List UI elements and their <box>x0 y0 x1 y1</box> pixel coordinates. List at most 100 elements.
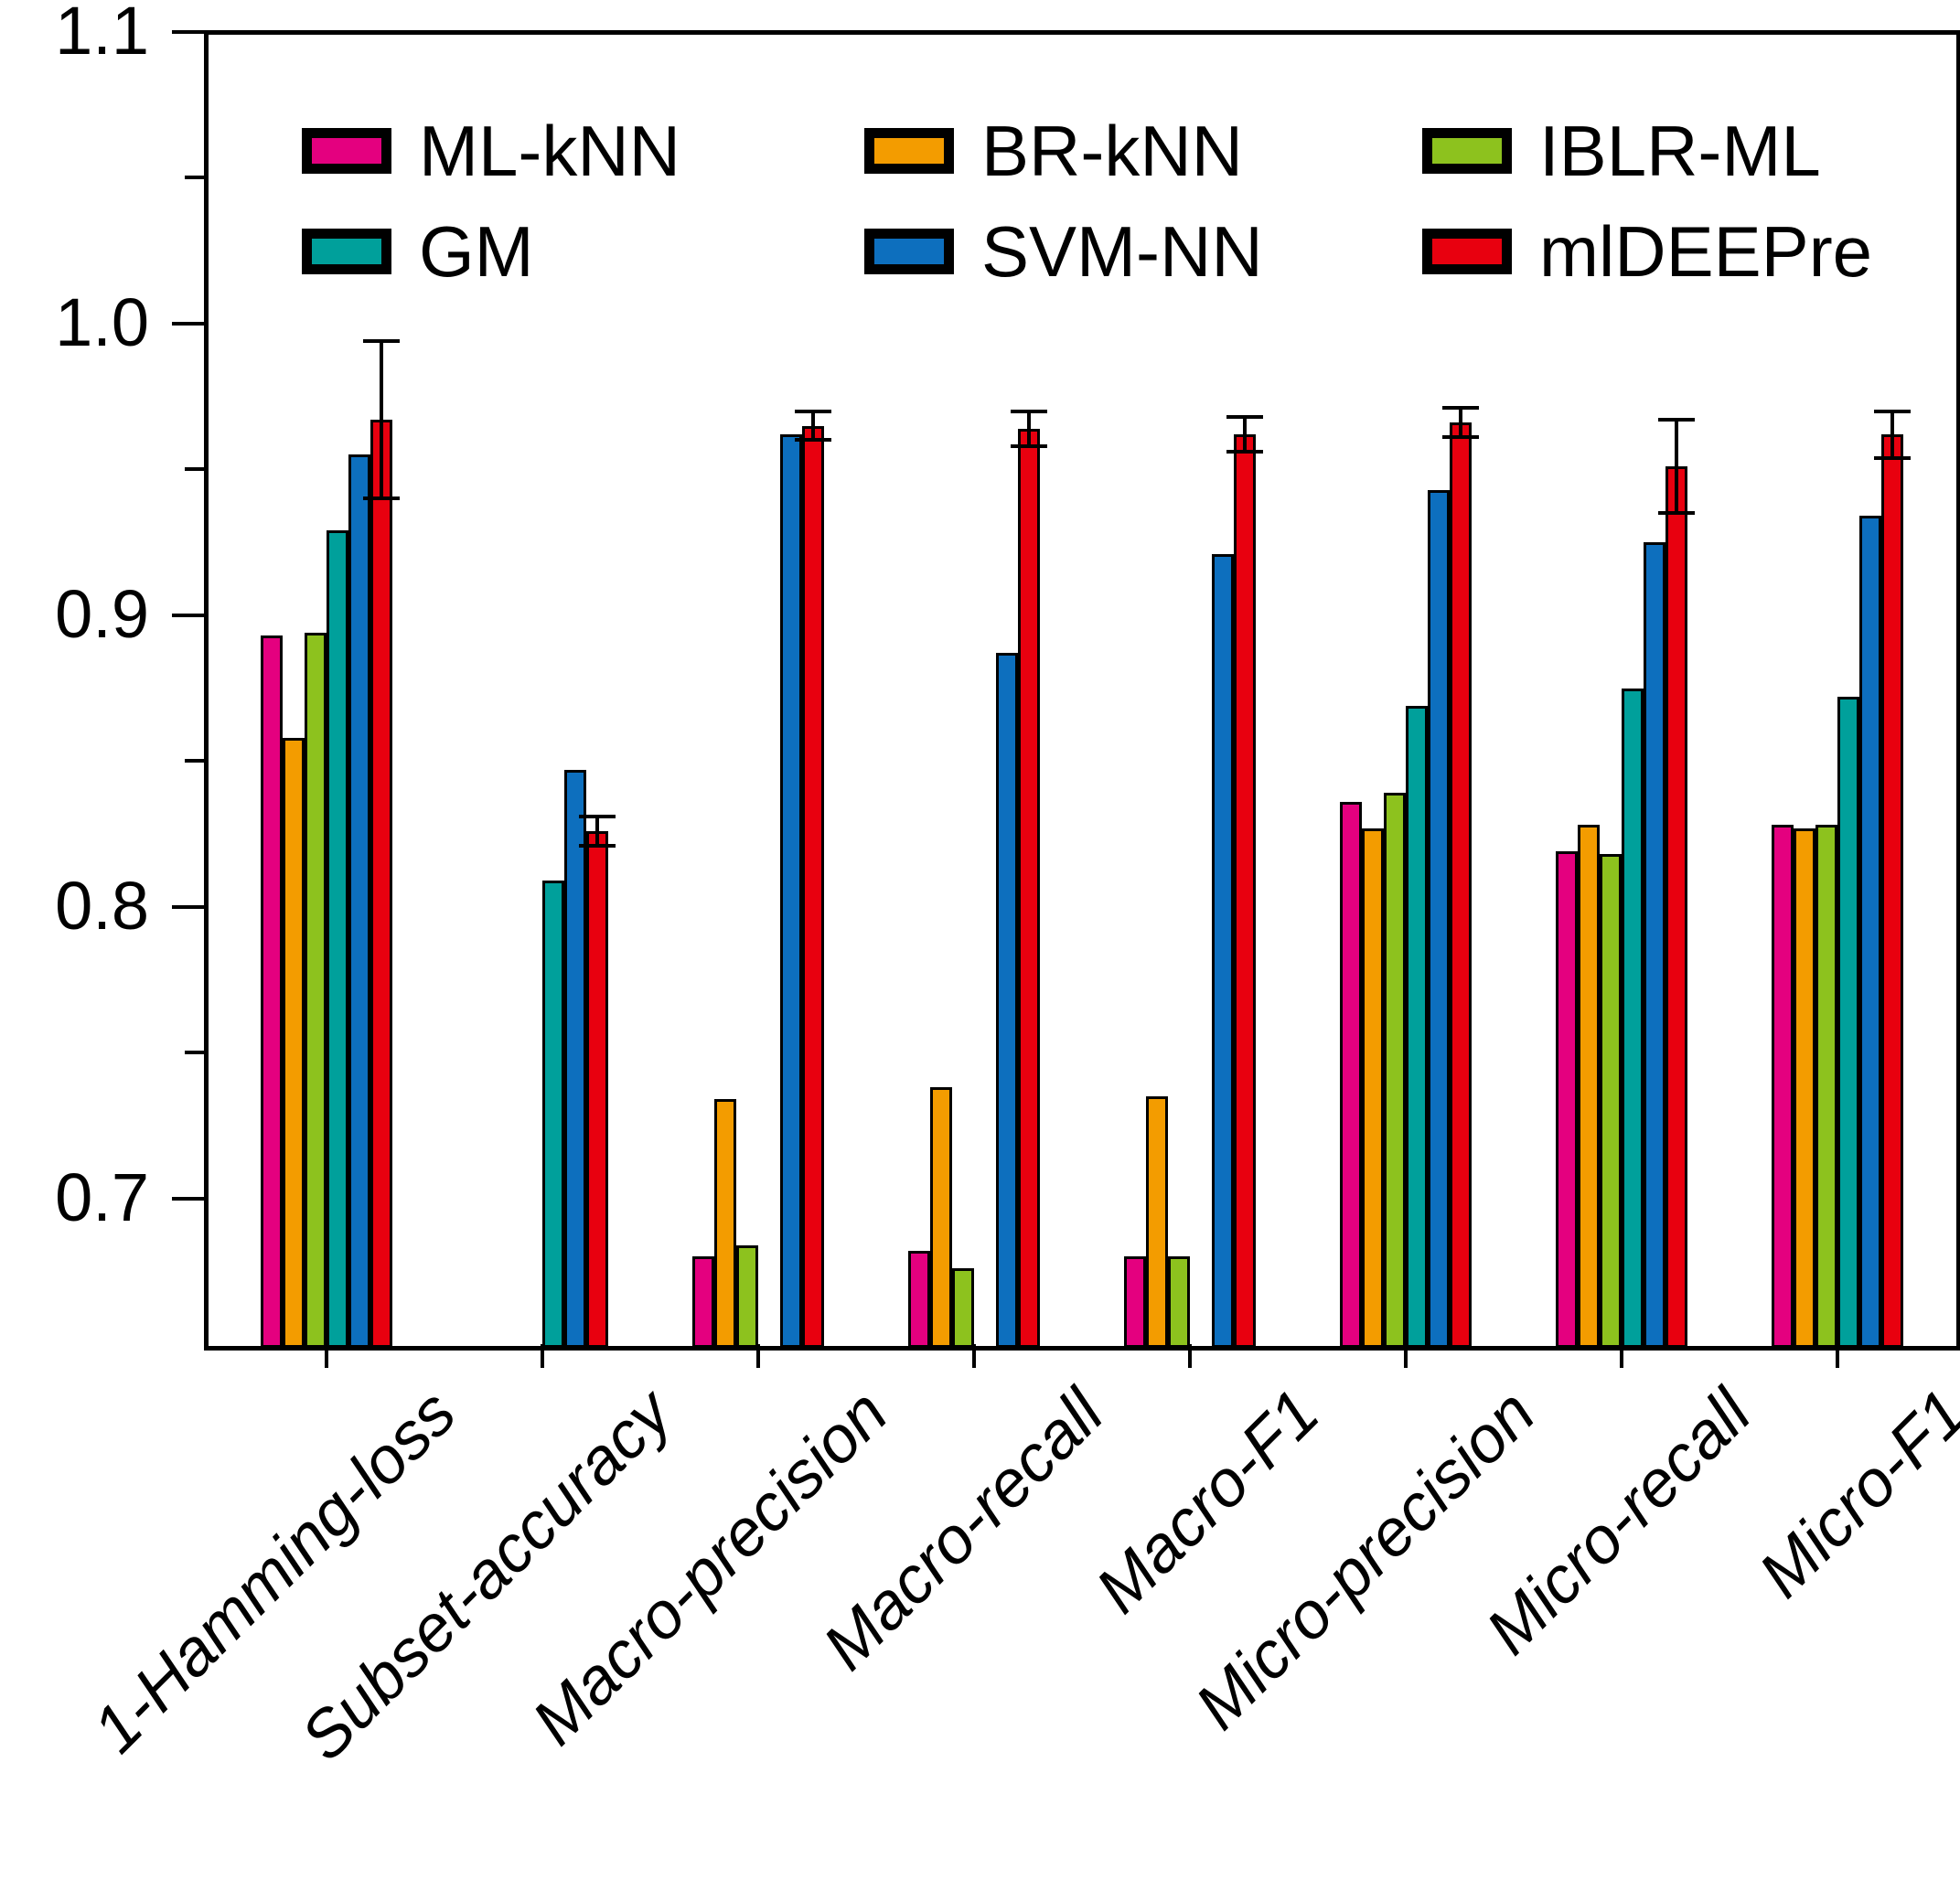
legend-swatch-GM <box>302 229 391 274</box>
bar-mlDEEPre-1-Hamming-loss <box>370 420 392 1348</box>
y-axis-minor-tick <box>185 1051 209 1055</box>
bar-SVM-NN-1-Hamming-loss <box>348 454 370 1348</box>
legend-label-ML-kNN: ML-kNN <box>419 111 680 191</box>
bar-mlDEEPre-Macro-recall <box>1018 428 1040 1348</box>
error-bar-line <box>1243 416 1247 453</box>
error-bar-cap-top <box>1874 409 1911 413</box>
bar-GM-Micro-F1 <box>1837 697 1859 1348</box>
x-axis-label-Micro-F1: Micro-F1 <box>1745 1376 1960 1612</box>
bar-IBLR-ML-Micro-F1 <box>1815 825 1837 1348</box>
x-axis-tick <box>541 1344 544 1368</box>
x-axis-label-Subset-accuracy: Subset-accuracy <box>286 1376 686 1775</box>
error-bar-cap-bottom <box>795 438 831 443</box>
legend-label-GM: GM <box>419 211 534 292</box>
bar-IBLR-ML-Macro-recall <box>952 1268 974 1348</box>
y-axis-major-tick <box>172 321 209 326</box>
error-bar-line <box>380 341 383 499</box>
bar-BR-kNN-Micro-precision <box>1362 828 1384 1348</box>
bar-ML-kNN-Macro-F1 <box>1124 1256 1146 1348</box>
bar-BR-kNN-Macro-recall <box>930 1087 952 1348</box>
y-axis-tick-label: 0.9 <box>55 575 149 652</box>
bar-ML-kNN-Macro-precision <box>692 1256 714 1348</box>
error-bar-line <box>1459 408 1462 438</box>
error-bar-cap-top <box>795 409 831 413</box>
bar-GM-Micro-recall <box>1622 688 1644 1348</box>
bar-mlDEEPre-Micro-F1 <box>1881 434 1903 1348</box>
x-axis-tick <box>1404 1344 1408 1368</box>
bar-IBLR-ML-Micro-precision <box>1384 793 1406 1348</box>
legend-label-mlDEEPre: mlDEEPre <box>1539 211 1873 292</box>
bar-SVM-NN-Micro-recall <box>1644 542 1665 1348</box>
bar-SVM-NN-Subset-accuracy <box>564 769 586 1348</box>
bar-BR-kNN-Macro-F1 <box>1146 1095 1168 1348</box>
legend-label-IBLR-ML: IBLR-ML <box>1539 111 1821 191</box>
y-axis-tick-label: 1.0 <box>55 283 149 360</box>
bar-mlDEEPre-Macro-F1 <box>1234 434 1256 1348</box>
error-bar-line <box>1890 411 1894 458</box>
x-axis-tick <box>1188 1344 1192 1368</box>
y-axis-major-tick <box>172 30 209 34</box>
bar-SVM-NN-Macro-precision <box>780 434 802 1348</box>
bar-mlDEEPre-Micro-precision <box>1450 422 1472 1348</box>
y-axis-minor-tick <box>185 176 209 180</box>
x-axis-tick <box>1620 1344 1623 1368</box>
bar-ML-kNN-1-Hamming-loss <box>261 635 283 1348</box>
x-axis-tick <box>325 1344 328 1368</box>
legend-label-BR-kNN: BR-kNN <box>981 111 1243 191</box>
error-bar-cap-top <box>1658 418 1695 422</box>
bar-mlDEEPre-Micro-recall <box>1665 466 1687 1348</box>
error-bar-cap-bottom <box>363 497 400 501</box>
bar-BR-kNN-Micro-F1 <box>1794 828 1815 1348</box>
error-bar-line <box>1675 420 1678 514</box>
x-axis-label-1-Hamming-loss: 1-Hamming-loss <box>79 1376 470 1767</box>
error-bar-line <box>1027 411 1031 446</box>
error-bar-cap-top <box>579 814 616 818</box>
error-bar-cap-top <box>1442 406 1479 411</box>
legend-swatch-IBLR-ML <box>1422 128 1512 174</box>
bar-BR-kNN-Micro-recall <box>1578 825 1600 1348</box>
bar-ML-kNN-Macro-recall <box>908 1250 930 1348</box>
bar-SVM-NN-Micro-precision <box>1428 489 1450 1348</box>
bar-ML-kNN-Micro-F1 <box>1772 825 1794 1348</box>
error-bar-cap-top <box>1011 409 1047 413</box>
bar-SVM-NN-Macro-F1 <box>1212 553 1234 1348</box>
legend-swatch-ML-kNN <box>302 128 391 174</box>
legend-swatch-SVM-NN <box>864 229 954 274</box>
error-bar-cap-bottom <box>1226 450 1263 454</box>
bar-GM-Micro-precision <box>1406 705 1428 1348</box>
bar-IBLR-ML-Micro-recall <box>1600 854 1622 1348</box>
y-axis-minor-tick <box>185 759 209 763</box>
bar-SVM-NN-Macro-recall <box>996 653 1018 1348</box>
error-bar-line <box>595 816 599 846</box>
bar-GM-1-Hamming-loss <box>327 530 348 1348</box>
error-bar-cap-bottom <box>1011 443 1047 448</box>
y-axis-minor-tick <box>185 467 209 472</box>
y-axis-tick-label: 0.7 <box>55 1159 149 1235</box>
legend-swatch-BR-kNN <box>864 128 954 174</box>
bar-GM-Subset-accuracy <box>542 880 564 1348</box>
bar-BR-kNN-Macro-precision <box>714 1099 736 1348</box>
y-axis-major-tick <box>172 1196 209 1201</box>
error-bar-line <box>811 411 815 441</box>
error-bar-cap-bottom <box>1658 511 1695 516</box>
error-bar-cap-bottom <box>1442 435 1479 440</box>
error-bar-cap-top <box>1226 414 1263 419</box>
error-bar-cap-bottom <box>579 843 616 848</box>
x-axis-tick <box>972 1344 976 1368</box>
error-bar-cap-top <box>363 339 400 344</box>
y-axis-major-tick <box>172 904 209 909</box>
error-bar-cap-bottom <box>1874 455 1911 460</box>
y-axis-tick-label: 1.1 <box>55 0 149 69</box>
y-axis-major-tick <box>172 613 209 617</box>
y-axis-tick-label: 0.8 <box>55 867 149 944</box>
legend-label-SVM-NN: SVM-NN <box>981 211 1263 292</box>
bar-BR-kNN-1-Hamming-loss <box>283 737 305 1348</box>
plot-area-frame <box>204 30 1960 1351</box>
bar-IBLR-ML-Macro-precision <box>736 1244 758 1348</box>
legend-swatch-mlDEEPre <box>1422 229 1512 274</box>
bar-SVM-NN-Micro-F1 <box>1859 516 1881 1348</box>
x-axis-tick <box>756 1344 760 1368</box>
x-axis-tick <box>1836 1344 1839 1368</box>
bar-ML-kNN-Micro-precision <box>1340 801 1362 1348</box>
